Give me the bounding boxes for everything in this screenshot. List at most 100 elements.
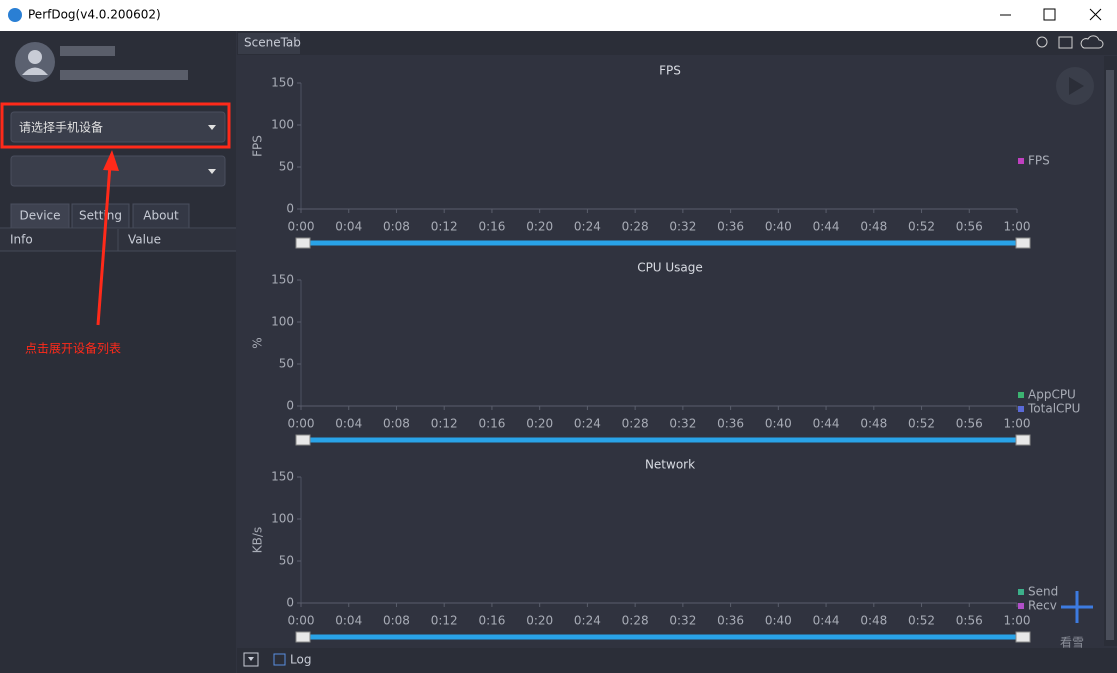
x-tick-label: 0:48	[860, 417, 887, 431]
log-label: Log	[290, 653, 311, 667]
y-tick-label: 50	[279, 554, 294, 568]
dropdown-arrow	[208, 169, 216, 174]
x-tick-label: 0:12	[431, 220, 458, 234]
chart-title: CPU Usage	[637, 261, 703, 275]
x-tick-label: 0:36	[717, 614, 744, 628]
close-button[interactable]	[1089, 8, 1102, 21]
sidebar-tab-label: About	[143, 209, 179, 223]
x-tick-label: 0:32	[669, 220, 696, 234]
slider-handle[interactable]	[295, 434, 311, 446]
sidebar-tab[interactable]	[132, 203, 190, 229]
x-tick-label: 0:40	[765, 220, 792, 234]
legend-swatch	[1018, 392, 1024, 398]
column-header: Value	[128, 233, 161, 247]
x-tick-label: 0:20	[526, 417, 553, 431]
avatar-head	[28, 50, 42, 64]
x-tick-label: 0:24	[574, 614, 601, 628]
dropdown-arrow	[208, 125, 216, 130]
x-tick-label: 0:16	[478, 417, 505, 431]
slider-handle[interactable]	[295, 237, 311, 249]
avatar-body	[22, 67, 48, 75]
sidebar-tab-label: Setting	[79, 209, 122, 223]
y-tick-label: 0	[286, 202, 294, 216]
x-tick-label: 0:36	[717, 220, 744, 234]
slider-handle[interactable]	[1015, 237, 1031, 249]
legend-swatch	[1018, 406, 1024, 412]
x-tick-label: 0:00	[288, 417, 315, 431]
footer	[237, 648, 1117, 673]
scroll-thumb[interactable]	[1106, 70, 1114, 640]
legend-label: Recv	[1028, 599, 1057, 613]
x-tick-label: 0:24	[574, 220, 601, 234]
x-tick-label: 0:32	[669, 417, 696, 431]
slider-handle[interactable]	[1015, 434, 1031, 446]
log-checkbox[interactable]	[273, 653, 286, 666]
legend-label: FPS	[1028, 154, 1050, 168]
play-icon	[1069, 77, 1084, 95]
x-tick-label: 1:00	[1004, 220, 1031, 234]
x-tick-label: 0:48	[860, 614, 887, 628]
chart-title: Network	[645, 458, 695, 472]
x-tick-label: 0:32	[669, 614, 696, 628]
x-tick-label: 0:12	[431, 417, 458, 431]
slider-handle[interactable]	[295, 631, 311, 643]
y-tick-label: 50	[279, 160, 294, 174]
cloud-icon[interactable]	[1080, 35, 1104, 49]
blurred-user	[60, 70, 188, 80]
y-tick-label: 150	[271, 470, 294, 484]
x-tick-label: 0:16	[478, 614, 505, 628]
legend-swatch	[1018, 158, 1024, 164]
x-tick-label: 0:20	[526, 614, 553, 628]
slider-handle[interactable]	[1015, 631, 1031, 643]
folder-icon[interactable]	[1058, 36, 1073, 49]
x-tick-label: 0:16	[478, 220, 505, 234]
legend-swatch	[1018, 603, 1024, 609]
x-tick-label: 0:52	[908, 220, 935, 234]
scene-tab[interactable]	[238, 33, 300, 54]
x-tick-label: 0:08	[383, 614, 410, 628]
sidebar-tab-label: Device	[19, 209, 60, 223]
scene-tab-bar	[237, 31, 1117, 55]
x-tick-label: 0:56	[956, 614, 983, 628]
x-tick-label: 0:44	[813, 614, 840, 628]
device-select[interactable]	[10, 111, 226, 143]
x-tick-label: 0:28	[622, 417, 649, 431]
x-tick-label: 1:00	[1004, 614, 1031, 628]
y-tick-label: 0	[286, 596, 294, 610]
y-tick-label: 150	[271, 273, 294, 287]
y-tick-label: 0	[286, 399, 294, 413]
x-tick-label: 0:04	[335, 614, 362, 628]
blurred-user	[60, 46, 115, 56]
y-tick-label: 50	[279, 357, 294, 371]
title-bar	[0, 0, 1117, 31]
scene-tab-label: SceneTab	[244, 36, 301, 50]
collapse-icon	[248, 657, 254, 661]
x-tick-label: 0:40	[765, 417, 792, 431]
annotation-arrowhead	[103, 150, 119, 171]
annotation-box	[0, 102, 231, 149]
x-tick-label: 0:20	[526, 220, 553, 234]
device-select-label: 请选择手机设备	[19, 121, 103, 135]
annotation-text: 点击展开设备列表	[25, 342, 121, 356]
location-icon[interactable]	[1036, 36, 1048, 48]
window-title: PerfDog(v4.0.200602)	[28, 8, 161, 22]
x-tick-label: 0:28	[622, 614, 649, 628]
sidebar-tab[interactable]	[71, 203, 130, 229]
x-tick-label: 0:04	[335, 417, 362, 431]
y-tick-label: 100	[271, 512, 294, 526]
maximize-button[interactable]	[1043, 8, 1056, 21]
column-header: Info	[10, 233, 33, 247]
y-axis-label: FPS	[251, 135, 265, 157]
y-axis-label: KB/s	[251, 527, 265, 553]
x-tick-label: 0:04	[335, 220, 362, 234]
x-tick-label: 0:44	[813, 220, 840, 234]
legend-label: AppCPU	[1028, 388, 1076, 402]
legend-label: Send	[1028, 585, 1058, 599]
collapse-button[interactable]	[243, 652, 259, 667]
add-button[interactable]	[1061, 591, 1093, 623]
app-select[interactable]	[10, 155, 226, 187]
watermark: 看雪	[1060, 636, 1084, 650]
y-tick-label: 100	[271, 118, 294, 132]
x-tick-label: 0:12	[431, 614, 458, 628]
